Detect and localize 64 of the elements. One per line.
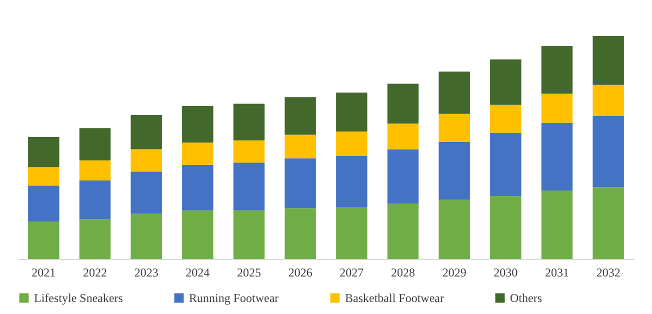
x-tick-label: 2022 bbox=[83, 266, 107, 280]
bar bbox=[130, 149, 162, 172]
x-tick-label: 2028 bbox=[391, 266, 415, 280]
bar bbox=[28, 137, 60, 168]
bar bbox=[182, 106, 214, 143]
bar bbox=[438, 72, 470, 114]
bar bbox=[233, 162, 265, 210]
bar bbox=[28, 222, 60, 259]
bar bbox=[592, 187, 624, 259]
bar bbox=[28, 186, 60, 222]
bar bbox=[130, 172, 162, 214]
bar bbox=[592, 84, 624, 116]
bar bbox=[182, 142, 214, 165]
bar bbox=[182, 210, 214, 259]
bar bbox=[79, 180, 111, 220]
bar bbox=[336, 131, 368, 156]
x-tick-label: 2024 bbox=[186, 266, 210, 280]
bar bbox=[336, 92, 368, 132]
bar bbox=[79, 219, 111, 259]
bar bbox=[130, 114, 162, 150]
bar bbox=[438, 142, 470, 200]
bar bbox=[387, 204, 419, 259]
x-tick-label: 2021 bbox=[32, 266, 56, 280]
bar bbox=[284, 158, 316, 208]
x-tick-label: 2027 bbox=[340, 266, 364, 280]
bar bbox=[490, 132, 522, 196]
legend-label: Others bbox=[510, 291, 542, 305]
bar bbox=[284, 134, 316, 158]
bar bbox=[336, 156, 368, 208]
bar bbox=[438, 199, 470, 259]
bar bbox=[592, 116, 624, 188]
bar bbox=[182, 164, 214, 210]
legend-label: Basketball Footwear bbox=[345, 291, 444, 305]
bar bbox=[541, 46, 573, 94]
bar bbox=[284, 208, 316, 259]
bar bbox=[490, 59, 522, 105]
x-tick-label: 2025 bbox=[237, 266, 261, 280]
bar bbox=[541, 122, 573, 191]
bar bbox=[130, 214, 162, 259]
bar bbox=[79, 160, 111, 181]
bar bbox=[490, 104, 522, 133]
x-tick-label: 2032 bbox=[596, 266, 620, 280]
bar bbox=[438, 114, 470, 142]
bar bbox=[541, 94, 573, 123]
x-tick-label: 2026 bbox=[288, 266, 312, 280]
bar bbox=[387, 149, 419, 204]
bar bbox=[387, 124, 419, 150]
x-tick-label: 2030 bbox=[494, 266, 518, 280]
legend-label: Lifestyle Sneakers bbox=[34, 291, 124, 305]
bar bbox=[592, 36, 624, 85]
bar bbox=[28, 167, 60, 186]
bar bbox=[490, 196, 522, 259]
bar bbox=[233, 210, 265, 259]
bar bbox=[336, 207, 368, 259]
bar bbox=[541, 190, 573, 259]
x-tick-label: 2029 bbox=[442, 266, 466, 280]
bar bbox=[233, 104, 265, 140]
bar bbox=[284, 97, 316, 135]
legend-label: Running Footwear bbox=[189, 291, 279, 305]
x-tick-label: 2023 bbox=[134, 266, 158, 280]
bar bbox=[233, 140, 265, 163]
bar bbox=[79, 128, 111, 160]
bar bbox=[387, 84, 419, 124]
x-tick-label: 2031 bbox=[545, 266, 569, 280]
